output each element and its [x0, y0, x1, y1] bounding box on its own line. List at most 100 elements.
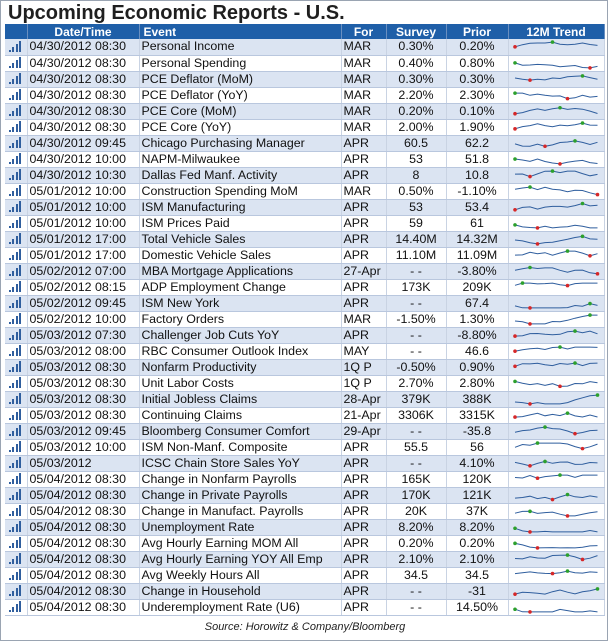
cell-trend — [508, 503, 605, 520]
bar-chart-icon[interactable] — [8, 89, 23, 101]
bar-chart-icon[interactable] — [8, 489, 23, 501]
table-row[interactable]: 04/30/2012 08:30 Personal Income MAR 0.30% 0… — [5, 39, 605, 56]
bar-chart-icon[interactable] — [8, 393, 23, 405]
table-row[interactable]: 05/04/2012 08:30 Change in Household APR - … — [5, 583, 605, 600]
sparkline-line — [514, 74, 598, 81]
header-survey[interactable]: Survey — [386, 24, 447, 39]
sparkline — [514, 168, 598, 178]
bar-chart-icon[interactable] — [8, 377, 23, 389]
bar-chart-icon[interactable] — [8, 265, 23, 277]
bar-chart-icon[interactable] — [8, 457, 23, 469]
header-trend[interactable]: 12M Trend — [508, 24, 605, 39]
bar-chart-icon[interactable] — [8, 249, 23, 261]
bar-chart-icon[interactable] — [8, 281, 23, 293]
bar-chart-icon[interactable] — [8, 137, 23, 149]
table-row[interactable]: 04/30/2012 09:45 Chicago Purchasing Manag… — [5, 135, 605, 152]
table-row[interactable]: 05/03/2012 09:45 Bloomberg Consumer Comfo… — [5, 423, 605, 440]
bar-chart-icon[interactable] — [8, 425, 23, 437]
sparkline-high-marker — [587, 301, 592, 305]
bar-chart-icon[interactable] — [8, 57, 23, 69]
bar-chart-icon[interactable] — [8, 345, 23, 357]
bar-chart-icon[interactable] — [8, 569, 23, 581]
table-row[interactable]: 05/02/2012 08:15 ADP Employment Change APR… — [5, 279, 605, 296]
bar-chart-icon[interactable] — [8, 585, 23, 597]
bar-chart-icon[interactable] — [8, 521, 23, 533]
table-row[interactable]: 04/30/2012 10:00 NAPM-Milwaukee APR 53 51.8 — [5, 151, 605, 168]
table-row[interactable]: 05/03/2012 08:30 Initial Jobless Claims 28… — [5, 391, 605, 408]
bar-chart-icon[interactable] — [8, 313, 23, 325]
row-icon-cell — [5, 231, 28, 248]
row-icon-cell — [5, 551, 28, 568]
bar-chart-icon[interactable] — [8, 169, 23, 181]
table-row[interactable]: 05/04/2012 08:30 Change in Manufact. Payr… — [5, 503, 605, 520]
table-row[interactable]: 05/03/2012 08:30 Continuing Claims 21-Apr 3… — [5, 407, 605, 424]
bar-chart-icon[interactable] — [8, 601, 23, 613]
bar-chart-icon[interactable] — [8, 441, 23, 453]
header-event[interactable]: Event — [139, 24, 342, 39]
sparkline-line — [514, 412, 598, 418]
table-row[interactable]: 04/30/2012 10:30 Dallas Fed Manf. Activit… — [5, 167, 605, 184]
table-row[interactable]: 05/01/2012 17:00 Domestic Vehicle Sales AP… — [5, 247, 605, 264]
bar-chart-icon[interactable] — [8, 361, 23, 373]
bar-chart-icon[interactable] — [8, 121, 23, 133]
cell-event: RBC Consumer Outlook Index — [139, 343, 342, 360]
cell-trend — [508, 183, 605, 200]
table-row[interactable]: 05/02/2012 07:00 MBA Mortgage Application… — [5, 263, 605, 280]
table-row[interactable]: 05/02/2012 10:00 Factory Orders MAR -1.50% 1… — [5, 311, 605, 328]
table-row[interactable]: 05/03/2012 08:00 RBC Consumer Outlook Ind… — [5, 343, 605, 360]
table-row[interactable]: 05/03/2012 08:30 Unit Labor Costs 1Q P 2.70… — [5, 375, 605, 392]
bar-chart-icon[interactable] — [8, 217, 23, 229]
table-row[interactable]: 05/04/2012 08:30 Avg Hourly Earning YOY A… — [5, 551, 605, 568]
sparkline — [514, 568, 598, 575]
table-row[interactable]: 05/04/2012 08:30 Avg Hourly Earning MOM A… — [5, 535, 605, 552]
sparkline — [512, 606, 598, 614]
sparkline-high-marker — [565, 552, 569, 557]
bar-chart-icon[interactable] — [8, 73, 23, 85]
sparkline — [514, 459, 598, 468]
table-row[interactable]: 05/04/2012 08:30 Underemployment Rate (U6… — [5, 599, 605, 616]
bar-chart-icon[interactable] — [8, 185, 23, 197]
bar-chart-icon[interactable] — [8, 233, 23, 245]
bar-chart-icon[interactable] — [8, 553, 23, 565]
header-datetime[interactable]: Date/Time — [27, 24, 140, 39]
bar-chart-icon[interactable] — [8, 201, 23, 213]
table-row[interactable]: 05/04/2012 08:30 Change in Private Payrol… — [5, 487, 605, 504]
table-row[interactable]: 05/02/2012 09:45 ISM New York APR - -67.4 — [5, 295, 605, 312]
row-icon-cell — [5, 455, 28, 472]
row-icon-cell — [5, 135, 28, 152]
bar-chart-icon[interactable] — [8, 153, 23, 165]
bar-chart-icon[interactable] — [8, 409, 23, 421]
cell-datetime: 05/04/2012 08:30 — [27, 583, 140, 600]
table-row[interactable]: 04/30/2012 08:30 PCE Deflator (YoY) MAR 2.2… — [5, 87, 605, 104]
header-for[interactable]: For — [341, 24, 387, 39]
bar-chart-icon[interactable] — [8, 297, 23, 309]
table-row[interactable]: 05/01/2012 10:00 ISM Manufacturing APR 53 53… — [5, 199, 605, 216]
sparkline-line — [514, 157, 598, 164]
table-row[interactable]: 05/04/2012 08:30 Change in Nonfarm Payrol… — [5, 471, 605, 488]
bar-chart-icon[interactable] — [8, 505, 23, 517]
sparkline-high-marker — [557, 472, 562, 477]
table-row[interactable]: 04/30/2012 08:30 PCE Core (YoY) MAR 2.00% 1.… — [5, 119, 605, 136]
cell-survey: 8.20% — [386, 519, 447, 536]
bar-chart-icon[interactable] — [8, 40, 23, 53]
table-row[interactable]: 05/03/2012 10:00 ISM Non-Manf. Composite A… — [5, 439, 605, 456]
header-prior[interactable]: Prior — [446, 24, 509, 39]
bar-chart-icon[interactable] — [8, 473, 23, 485]
sparkline-line — [514, 250, 598, 256]
bar-chart-icon[interactable] — [8, 105, 23, 117]
bar-chart-icon[interactable] — [8, 537, 23, 549]
table-row[interactable]: 04/30/2012 08:30 Personal Spending MAR 0.40… — [5, 55, 605, 72]
cell-event: Continuing Claims — [139, 407, 342, 424]
table-row[interactable]: 05/01/2012 10:00 Construction Spending Mo… — [5, 183, 605, 200]
bar-chart-icon[interactable] — [8, 329, 23, 341]
table-row[interactable]: 05/04/2012 08:30 Avg Weekly Hours All APR 3… — [5, 567, 605, 584]
table-row[interactable]: 05/03/2012 07:30 Challenger Job Cuts YoY A… — [5, 327, 605, 344]
table-row[interactable]: 05/03/2012 08:30 Nonfarm Productivity 1Q P… — [5, 359, 605, 376]
table-row[interactable]: 04/30/2012 08:30 PCE Deflator (MoM) MAR 0.3… — [5, 71, 605, 88]
table-row[interactable]: 04/30/2012 08:30 PCE Core (MoM) MAR 0.20% 0.… — [5, 103, 605, 120]
table-row[interactable]: 05/03/2012 ICSC Chain Store Sales YoY APR -… — [5, 455, 605, 472]
table-row[interactable]: 05/04/2012 08:30 Unemployment Rate APR 8.20… — [5, 519, 605, 536]
table-row[interactable]: 05/01/2012 10:00 ISM Prices Paid APR 59 61 — [5, 215, 605, 232]
sparkline-line — [514, 302, 598, 308]
table-row[interactable]: 05/01/2012 17:00 Total Vehicle Sales APR 14… — [5, 231, 605, 248]
